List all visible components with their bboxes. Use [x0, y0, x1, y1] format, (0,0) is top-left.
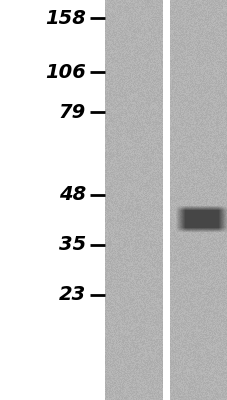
Text: 48: 48: [59, 186, 86, 204]
Text: 106: 106: [45, 62, 86, 82]
Text: 158: 158: [45, 8, 86, 28]
Text: 35: 35: [59, 236, 86, 254]
Text: 79: 79: [59, 102, 86, 122]
Text: 23: 23: [59, 286, 86, 304]
